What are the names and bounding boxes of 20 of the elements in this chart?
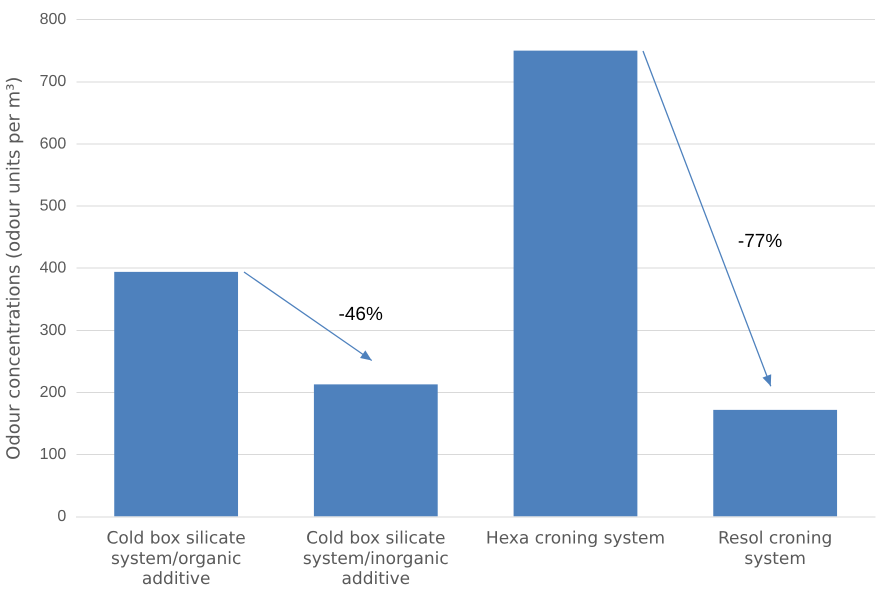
y-tick-label: 500 [40,197,66,214]
y-tick-label: 200 [40,384,66,401]
y-tick-label: 100 [40,446,66,464]
y-tick-label: 0 [57,508,66,526]
bar [713,410,838,516]
bar [514,50,638,516]
y-tick-label: 300 [40,322,66,339]
bar [114,272,238,516]
y-axis-title: Odour concentrations (odour units per m³) [3,76,24,460]
x-tick-label: Cold box silicate system/inorganic additive [302,528,449,590]
y-tick-label: 600 [40,135,66,152]
y-tick-label: 800 [40,11,66,28]
y-tick-label: 400 [40,260,66,277]
bar [314,384,438,516]
annotation: -46% [338,304,383,326]
annotation: -77% [738,230,782,253]
x-tick-label: Cold box silicate system/organic additive [106,528,246,590]
y-tick-label: 700 [40,73,66,90]
x-tick-label: Hexa croning system [486,528,666,548]
x-tick-label: Resol croning system [718,528,832,569]
